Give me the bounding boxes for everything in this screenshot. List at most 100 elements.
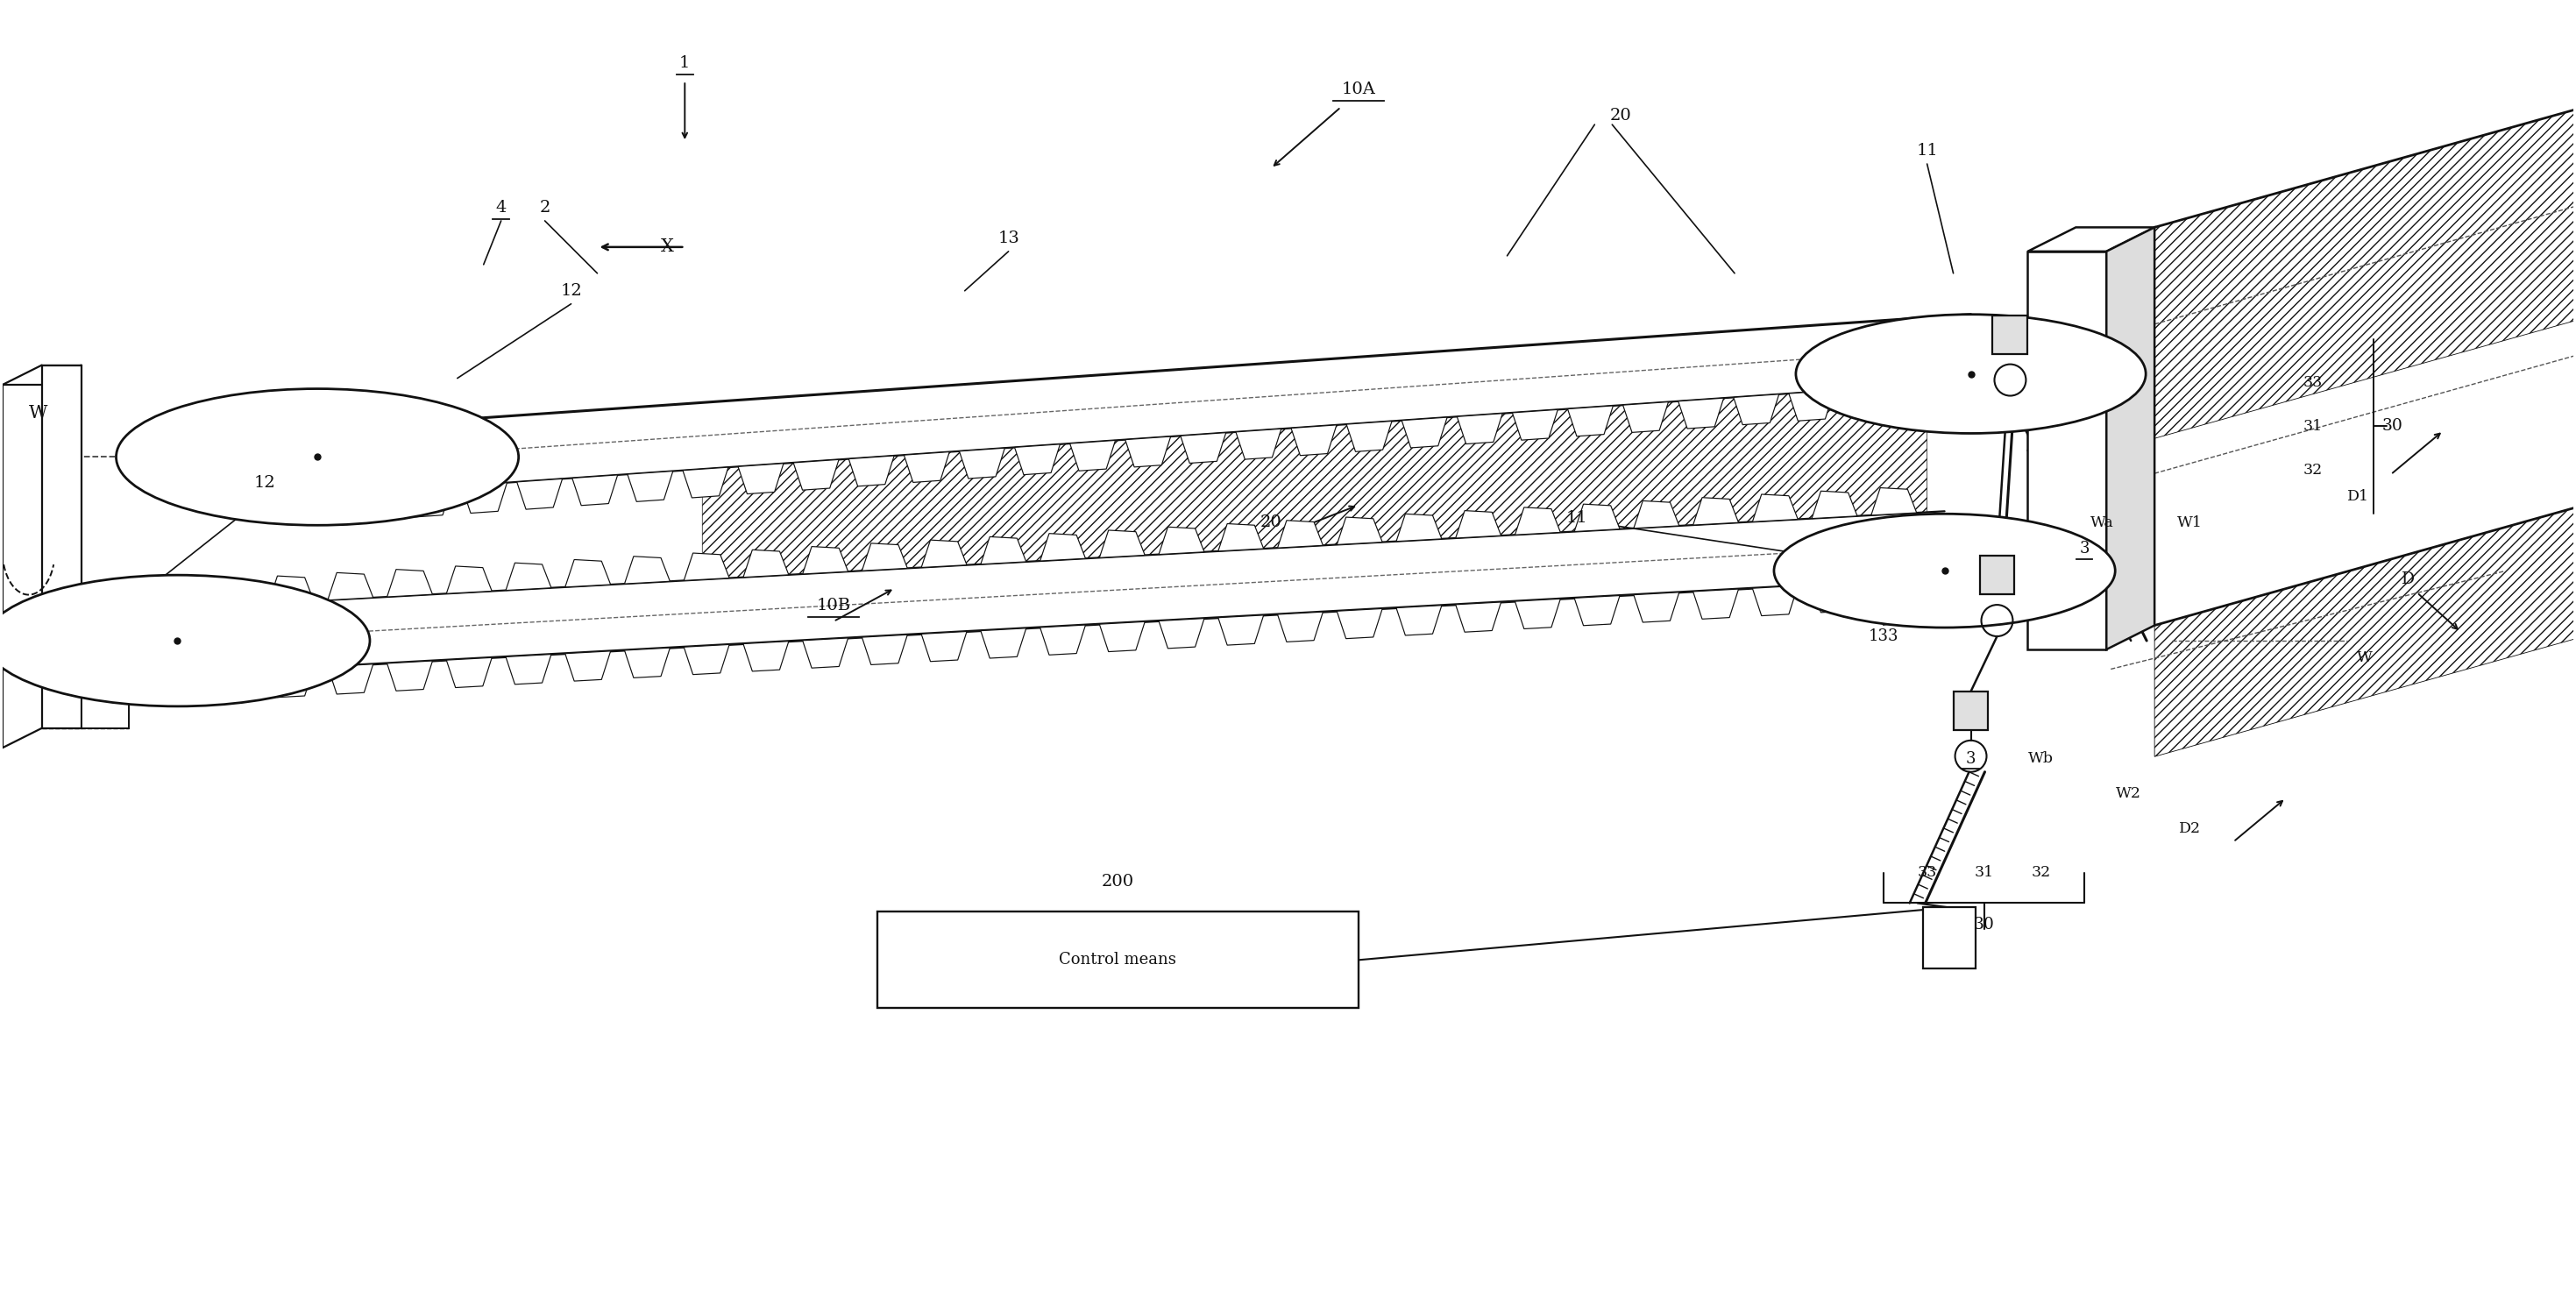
Polygon shape xyxy=(1633,592,1680,622)
Text: W: W xyxy=(28,405,46,422)
Polygon shape xyxy=(683,645,729,675)
Polygon shape xyxy=(2027,252,2107,649)
Polygon shape xyxy=(386,661,433,691)
Polygon shape xyxy=(1159,618,1203,649)
FancyBboxPatch shape xyxy=(878,912,1358,1009)
Polygon shape xyxy=(744,641,788,671)
Text: Wb: Wb xyxy=(2027,752,2053,766)
Polygon shape xyxy=(572,475,618,505)
Text: 11: 11 xyxy=(1566,510,1587,526)
Polygon shape xyxy=(1811,491,1857,518)
Polygon shape xyxy=(564,559,611,587)
Polygon shape xyxy=(564,652,611,681)
Polygon shape xyxy=(1844,387,1891,417)
Polygon shape xyxy=(1515,598,1561,628)
Polygon shape xyxy=(1788,391,1834,421)
Text: 3: 3 xyxy=(1965,752,1976,767)
Polygon shape xyxy=(1953,692,1989,729)
Text: W1: W1 xyxy=(2177,515,2202,530)
Text: 33: 33 xyxy=(1917,864,1937,880)
Polygon shape xyxy=(744,550,788,578)
Polygon shape xyxy=(1515,508,1561,535)
Polygon shape xyxy=(1401,417,1448,448)
Polygon shape xyxy=(1126,436,1170,467)
Polygon shape xyxy=(1180,432,1226,463)
Polygon shape xyxy=(1100,530,1144,558)
Text: 31: 31 xyxy=(2303,419,2324,434)
Polygon shape xyxy=(629,471,672,501)
Polygon shape xyxy=(1278,611,1324,643)
Polygon shape xyxy=(1218,523,1265,552)
Polygon shape xyxy=(1455,510,1502,539)
Text: 12: 12 xyxy=(559,283,582,299)
Text: 10A: 10A xyxy=(1342,82,1376,97)
Text: D: D xyxy=(2401,571,2414,587)
Polygon shape xyxy=(505,563,551,591)
Text: 1: 1 xyxy=(680,56,690,71)
Polygon shape xyxy=(1899,383,1945,413)
Polygon shape xyxy=(1870,488,1917,515)
Polygon shape xyxy=(1633,501,1680,528)
Polygon shape xyxy=(623,557,670,584)
Polygon shape xyxy=(683,467,729,497)
Text: 31: 31 xyxy=(1973,864,1994,880)
Polygon shape xyxy=(1291,424,1337,456)
Polygon shape xyxy=(82,680,129,728)
Ellipse shape xyxy=(1775,514,2115,627)
Polygon shape xyxy=(1752,585,1798,615)
Polygon shape xyxy=(1236,428,1280,459)
Polygon shape xyxy=(1455,602,1502,632)
Text: W2: W2 xyxy=(2115,787,2141,801)
Polygon shape xyxy=(327,665,374,694)
Polygon shape xyxy=(958,448,1005,479)
Polygon shape xyxy=(1623,402,1669,432)
Polygon shape xyxy=(981,537,1025,565)
Polygon shape xyxy=(1458,414,1502,444)
Polygon shape xyxy=(1677,398,1723,428)
Text: Control means: Control means xyxy=(1059,953,1177,968)
Polygon shape xyxy=(922,540,966,567)
Text: 200: 200 xyxy=(1103,874,1133,889)
Text: 33: 33 xyxy=(2303,375,2324,391)
Text: D2: D2 xyxy=(2179,822,2200,836)
Polygon shape xyxy=(623,648,670,678)
Polygon shape xyxy=(386,570,433,597)
Polygon shape xyxy=(1752,495,1798,522)
Polygon shape xyxy=(904,452,951,483)
Polygon shape xyxy=(1574,504,1620,532)
Polygon shape xyxy=(804,639,848,668)
Text: 10B: 10B xyxy=(817,598,850,614)
Polygon shape xyxy=(1569,406,1613,436)
Polygon shape xyxy=(1337,517,1383,545)
Text: 20: 20 xyxy=(1260,515,1283,531)
Text: Wa: Wa xyxy=(2089,515,2115,530)
Polygon shape xyxy=(1574,596,1620,626)
Polygon shape xyxy=(1015,444,1061,475)
Polygon shape xyxy=(1396,514,1443,541)
Text: 2: 2 xyxy=(538,200,551,215)
Polygon shape xyxy=(793,459,840,491)
Polygon shape xyxy=(1337,609,1383,639)
Text: W: W xyxy=(2357,650,2372,666)
Text: D1: D1 xyxy=(2347,489,2370,504)
Polygon shape xyxy=(1692,589,1739,619)
Text: 32: 32 xyxy=(2303,462,2324,478)
Polygon shape xyxy=(1994,315,2027,354)
Polygon shape xyxy=(1396,605,1443,635)
Polygon shape xyxy=(922,632,966,662)
Polygon shape xyxy=(41,365,82,728)
Ellipse shape xyxy=(0,575,371,706)
Polygon shape xyxy=(1218,615,1265,645)
Polygon shape xyxy=(1811,583,1857,613)
Polygon shape xyxy=(739,463,783,495)
Polygon shape xyxy=(1512,410,1558,440)
Polygon shape xyxy=(2027,227,2154,252)
Polygon shape xyxy=(327,572,374,600)
Ellipse shape xyxy=(1795,314,2146,434)
Polygon shape xyxy=(1069,440,1115,471)
Polygon shape xyxy=(1692,497,1739,526)
Polygon shape xyxy=(461,483,507,513)
Polygon shape xyxy=(981,628,1025,658)
Polygon shape xyxy=(268,667,314,697)
Text: 3: 3 xyxy=(2079,541,2089,557)
